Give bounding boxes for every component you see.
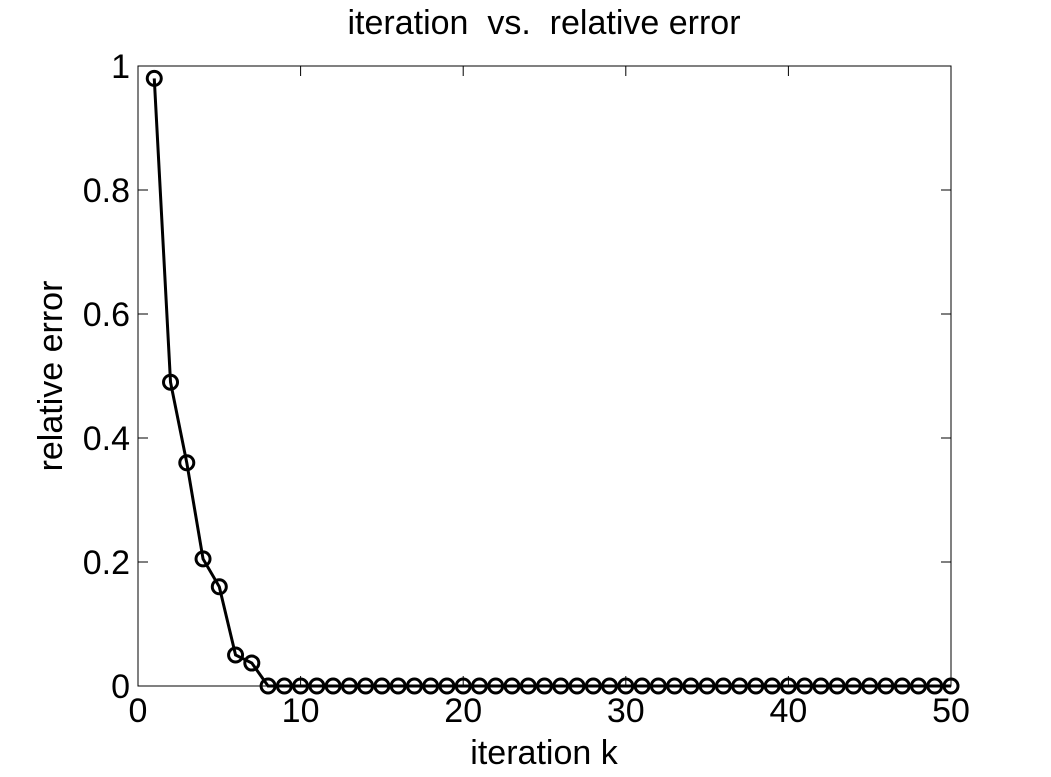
data-marker [796, 677, 814, 695]
data-marker [259, 677, 277, 695]
data-marker [844, 677, 862, 695]
x-tick-label: 50 [932, 692, 970, 730]
data-marker [828, 677, 846, 695]
data-marker [308, 677, 326, 695]
data-marker [552, 677, 570, 695]
data-marker [926, 677, 944, 695]
data-marker [210, 578, 228, 596]
data-marker [487, 677, 505, 695]
data-marker [536, 677, 553, 695]
data-marker [747, 677, 765, 695]
data-marker [519, 677, 537, 695]
data-marker [194, 550, 212, 568]
data-marker [909, 677, 927, 695]
data-marker [357, 677, 375, 695]
data-marker [405, 677, 423, 695]
x-tick-label: 40 [769, 692, 807, 730]
data-marker [178, 454, 196, 472]
data-marker [682, 677, 700, 695]
x-tick-label: 20 [444, 692, 482, 730]
data-marker [731, 677, 749, 695]
data-marker [373, 677, 391, 695]
data-marker [454, 677, 472, 695]
data-marker [714, 677, 732, 695]
data-marker [438, 677, 456, 695]
data-marker [617, 677, 635, 695]
data-marker [275, 677, 293, 695]
data-marker [292, 677, 310, 695]
data-marker [470, 677, 488, 695]
x-axis-label: iteration k [470, 734, 618, 772]
data-marker [666, 677, 684, 695]
data-marker [324, 677, 342, 695]
y-tick-label: 0.6 [83, 296, 130, 334]
y-tick-label: 0 [111, 668, 130, 706]
data-marker [763, 677, 781, 695]
data-marker [861, 677, 879, 695]
x-tick-label: 30 [607, 692, 645, 730]
x-tick-label: 0 [129, 692, 148, 730]
data-marker [601, 677, 619, 695]
data-marker [633, 677, 651, 695]
x-tick-label: 10 [282, 692, 320, 730]
data-marker [422, 677, 440, 695]
data-marker [145, 69, 163, 87]
data-marker [877, 677, 895, 695]
data-marker [584, 677, 602, 695]
data-marker [698, 677, 716, 695]
chart-title: iteration vs. relative error [347, 4, 740, 42]
data-marker [503, 677, 521, 695]
y-tick-label: 0.2 [83, 544, 130, 582]
data-marker [389, 677, 407, 695]
y-tick-label: 0.4 [83, 420, 130, 458]
data-marker [893, 677, 911, 695]
data-marker [568, 677, 586, 695]
data-marker [227, 646, 245, 664]
data-marker [340, 677, 358, 695]
data-marker [243, 654, 261, 672]
y-axis-label: relative error [32, 281, 70, 472]
data-marker [162, 373, 180, 391]
y-tick-label: 0.8 [83, 172, 130, 210]
data-marker [779, 677, 797, 695]
data-marker [942, 677, 960, 695]
y-tick-label: 1 [111, 48, 130, 86]
data-marker [649, 677, 667, 695]
data-marker [812, 677, 830, 695]
